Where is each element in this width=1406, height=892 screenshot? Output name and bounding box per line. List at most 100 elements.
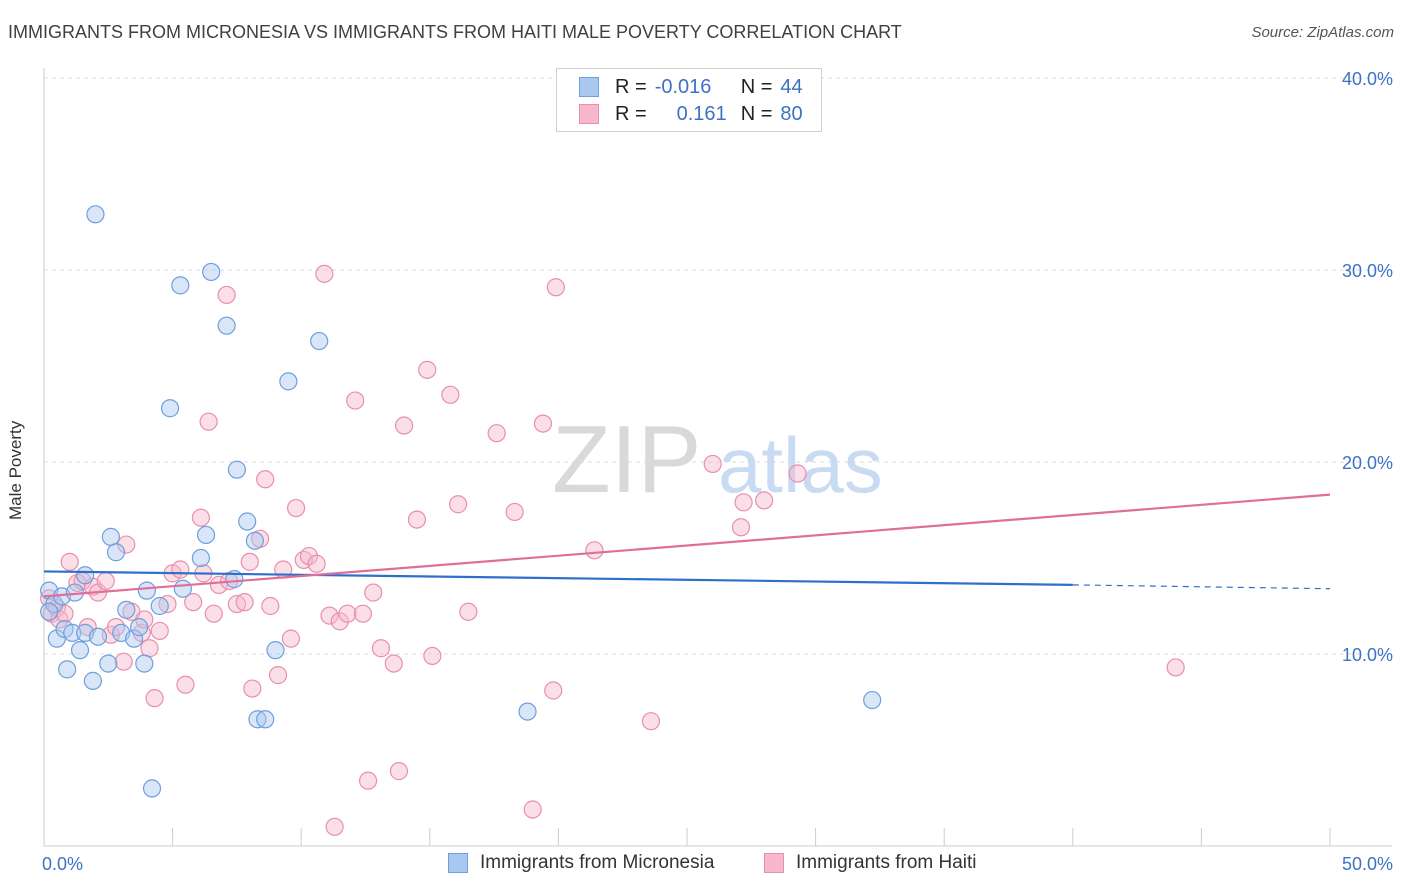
haiti-point <box>150 621 169 641</box>
micronesia-point <box>191 548 210 568</box>
micronesia-point <box>196 525 216 545</box>
micronesia-point <box>142 779 162 798</box>
haiti-point <box>703 454 722 474</box>
haiti-point <box>544 681 563 700</box>
micronesia-point <box>130 618 149 637</box>
legend-item-haiti[interactable]: Immigrants from Haiti <box>764 852 977 874</box>
haiti-point <box>505 502 524 522</box>
haiti-point <box>261 596 280 616</box>
micronesia-point <box>86 205 105 224</box>
micronesia-point <box>63 623 82 642</box>
haiti-point <box>338 604 357 623</box>
haiti-point <box>371 639 391 658</box>
haiti-point <box>235 593 254 612</box>
haiti-point <box>788 464 807 483</box>
micronesia-swatch <box>448 853 468 873</box>
haiti-point <box>204 604 223 623</box>
micronesia-point <box>202 262 221 282</box>
source-label: Source: ZipAtlas.com <box>1251 24 1394 41</box>
haiti-point <box>60 552 79 571</box>
haiti-point <box>281 629 301 648</box>
micronesia-point <box>83 671 102 690</box>
micronesia-point <box>58 660 77 679</box>
y-tick-label: 10.0% <box>1342 645 1393 665</box>
haiti-swatch <box>764 853 784 873</box>
haiti-point <box>256 470 275 489</box>
haiti-point <box>487 424 506 443</box>
haiti-trend-line <box>43 493 1331 598</box>
micronesia-point <box>245 531 265 550</box>
micronesia-point <box>70 641 90 660</box>
micronesia-point <box>518 702 537 721</box>
haiti-point <box>299 546 319 566</box>
haiti-swatch <box>579 104 599 124</box>
legend-label-haiti: Immigrants from Haiti <box>796 852 977 873</box>
r-label: R = <box>615 102 647 125</box>
haiti-point <box>315 264 334 283</box>
haiti-point <box>384 654 403 673</box>
micronesia-point <box>248 710 267 729</box>
haiti-point <box>755 491 774 510</box>
stats-row-haiti: R = 0.161 N = 80 <box>579 102 803 126</box>
x-tick-label: 0.0% <box>42 854 83 874</box>
haiti-point <box>734 493 753 512</box>
stats-row-micronesia: R = -0.016 N = 44 <box>579 75 803 99</box>
y-tick-label: 20.0% <box>1342 453 1393 473</box>
micronesia-point <box>101 527 120 546</box>
n-label: N = <box>740 75 773 98</box>
haiti-point <box>286 498 306 518</box>
micronesia-point <box>863 690 882 710</box>
legend-item-micronesia[interactable]: Immigrants from Micronesia <box>448 852 714 874</box>
micronesia-point <box>238 512 257 531</box>
haiti-point <box>389 762 409 781</box>
haiti-point <box>459 602 478 621</box>
micronesia-point <box>124 629 144 648</box>
micronesia-point <box>99 654 118 673</box>
micronesia-point <box>173 579 192 598</box>
haiti-point <box>145 689 164 708</box>
haiti-point <box>171 560 190 579</box>
haiti-point <box>523 800 542 819</box>
x-tick-label: 50.0% <box>1342 854 1393 874</box>
haiti-point <box>330 612 349 631</box>
micronesia-point <box>160 399 180 418</box>
haiti-point <box>546 278 565 297</box>
micronesia-point <box>171 276 190 295</box>
micronesia-r-value: -0.016 <box>654 75 712 98</box>
micronesia-point <box>217 316 236 335</box>
haiti-point <box>585 541 604 560</box>
micronesia-point <box>150 596 169 616</box>
haiti-point <box>394 416 414 435</box>
haiti-point <box>731 518 751 537</box>
micronesia-swatch <box>579 77 599 97</box>
micronesia-point <box>135 654 154 673</box>
y-tick-label: 40.0% <box>1342 69 1393 89</box>
haiti-point <box>423 646 442 666</box>
micronesia-point <box>279 372 298 391</box>
haiti-point <box>353 604 373 623</box>
legend-label-micronesia: Immigrants from Micronesia <box>480 852 715 873</box>
haiti-point <box>358 771 378 790</box>
haiti-point <box>320 606 339 625</box>
micronesia-point <box>106 543 126 562</box>
micronesia-point <box>88 627 108 646</box>
haiti-point <box>641 712 661 731</box>
y-tick-label: 30.0% <box>1342 261 1393 281</box>
chart-title: IMMIGRANTS FROM MICRONESIA VS IMMIGRANTS… <box>8 22 902 42</box>
haiti-point <box>325 817 344 836</box>
haiti-point <box>176 675 195 694</box>
haiti-point <box>307 554 326 573</box>
micronesia-point <box>117 600 136 619</box>
haiti-point <box>418 360 437 379</box>
micronesia-point <box>227 460 246 479</box>
haiti-n-value: 80 <box>780 102 803 125</box>
haiti-point <box>114 652 133 671</box>
haiti-point <box>533 414 553 433</box>
haiti-point <box>106 618 126 637</box>
n-label: N = <box>740 102 773 125</box>
haiti-point <box>217 285 236 305</box>
haiti-point <box>407 510 427 529</box>
haiti-points <box>40 264 1185 836</box>
haiti-point <box>117 535 136 554</box>
